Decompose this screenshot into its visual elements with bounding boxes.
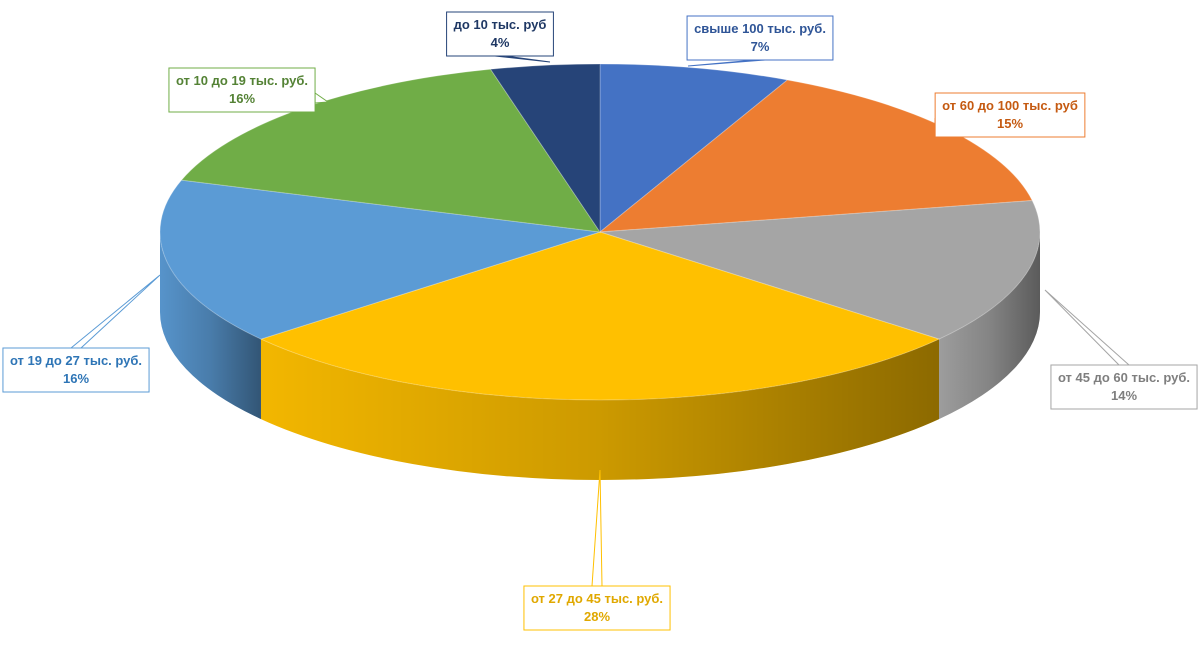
slice-label-5: от 10 до 19 тыс. руб. xyxy=(176,73,308,88)
data-label-2: от 45 до 60 тыс. руб. 14% xyxy=(1050,364,1198,410)
pie-slice-3 xyxy=(259,231,941,401)
pie-slice-6 xyxy=(489,63,601,234)
data-label-0: свыше 100 тыс. руб. 7% xyxy=(686,15,834,61)
label-leader-3 xyxy=(591,469,603,587)
pie-slice-2 xyxy=(599,199,1041,340)
slice-percent-0: 7% xyxy=(751,39,770,54)
data-label-box-3 xyxy=(523,585,671,631)
slice-percent-6: 4% xyxy=(491,35,510,50)
slice-label-3: от 27 до 45 тыс. руб. xyxy=(531,591,663,606)
pie-sides xyxy=(160,232,1040,480)
data-label-3: от 27 до 45 тыс. руб. 28% xyxy=(523,585,671,631)
slice-label-6: до 10 тыс. руб xyxy=(454,17,547,32)
label-leader-2 xyxy=(1044,289,1131,366)
slice-label-4: от 19 до 27 тыс. руб. xyxy=(10,353,142,368)
label-leader-0 xyxy=(687,59,766,67)
slice-percent-1: 15% xyxy=(997,116,1023,131)
data-label-6: до 10 тыс. руб 4% xyxy=(446,11,554,57)
data-label-box-6 xyxy=(446,11,554,57)
pie-side-shade-4 xyxy=(160,232,261,420)
data-label-box-0 xyxy=(686,15,834,61)
pie-side-shade-3 xyxy=(260,339,940,480)
slice-percent-4: 16% xyxy=(63,371,89,386)
label-leader-5 xyxy=(314,92,330,104)
label-leader-4 xyxy=(69,274,161,349)
data-label-box-2 xyxy=(1050,364,1198,410)
slice-label-0: свыше 100 тыс. руб. xyxy=(694,21,826,36)
data-label-4: от 19 до 27 тыс. руб. 16% xyxy=(2,347,150,393)
data-label-1: от 60 до 100 тыс. руб 15% xyxy=(934,92,1086,138)
slice-label-1: от 60 до 100 тыс. руб xyxy=(942,98,1078,113)
data-label-5: от 10 до 19 тыс. руб. 16% xyxy=(168,67,316,113)
pie-tops xyxy=(159,63,1041,401)
label-leader-6 xyxy=(494,55,551,63)
data-label-box-1 xyxy=(934,92,1086,138)
slice-percent-5: 16% xyxy=(229,91,255,106)
slice-label-2: от 45 до 60 тыс. руб. xyxy=(1058,370,1190,385)
data-label-box-5 xyxy=(168,67,316,113)
pie-side-shade-2 xyxy=(939,232,1040,420)
data-label-box-4 xyxy=(2,347,150,393)
slice-percent-2: 14% xyxy=(1111,388,1137,403)
data-labels: свыше 100 тыс. руб. 7% от 60 до 100 тыс. р… xyxy=(2,11,1198,631)
slice-percent-3: 28% xyxy=(584,609,610,624)
pie-slice-4 xyxy=(159,179,601,340)
pie-slice-0 xyxy=(599,63,789,234)
